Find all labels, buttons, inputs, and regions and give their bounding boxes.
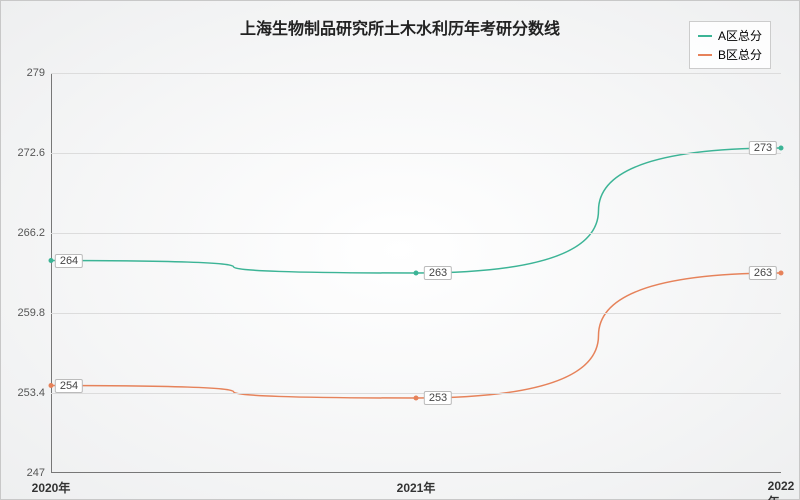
series-line	[51, 273, 781, 398]
legend-swatch	[698, 35, 712, 37]
gridline-h	[51, 313, 781, 314]
y-tick-label: 272.6	[17, 147, 45, 159]
y-tick-label: 253.4	[17, 387, 45, 399]
point-label: 263	[424, 266, 452, 280]
point-label: 254	[55, 379, 83, 393]
x-tick-label: 2022年	[768, 479, 795, 500]
legend: A区总分 B区总分	[689, 21, 771, 69]
chart-title: 上海生物制品研究所土木水利历年考研分数线	[1, 15, 799, 39]
y-tick-label: 259.8	[17, 307, 45, 319]
point-label: 264	[55, 254, 83, 268]
plot-area: 247253.4259.8266.2272.62792020年2021年2022…	[51, 73, 781, 473]
series-marker	[779, 146, 784, 151]
chart-container: 上海生物制品研究所土木水利历年考研分数线 A区总分B区总分 247253.425…	[0, 0, 800, 500]
series-line	[51, 148, 781, 273]
legend-item: B区总分	[698, 45, 762, 64]
series-svg	[51, 73, 781, 473]
series-marker	[414, 396, 419, 401]
y-tick-label: 247	[27, 467, 45, 479]
y-tick-label: 266.2	[17, 227, 45, 239]
legend-label: B区总分	[718, 46, 762, 63]
gridline-h	[51, 73, 781, 74]
gridline-h	[51, 393, 781, 394]
series-marker	[49, 383, 54, 388]
gridline-h	[51, 233, 781, 234]
y-tick-label: 279	[27, 67, 45, 79]
point-label: 263	[749, 266, 777, 280]
legend-item: A区总分	[698, 26, 762, 45]
legend-swatch	[698, 54, 712, 56]
x-tick-label: 2020年	[32, 479, 71, 496]
x-tick-label: 2021年	[397, 479, 436, 496]
series-marker	[49, 258, 54, 263]
series-marker	[414, 271, 419, 276]
gridline-h	[51, 153, 781, 154]
point-label: 253	[424, 391, 452, 405]
series-marker	[779, 271, 784, 276]
point-label: 273	[749, 141, 777, 155]
legend-label: A区总分	[718, 27, 762, 44]
